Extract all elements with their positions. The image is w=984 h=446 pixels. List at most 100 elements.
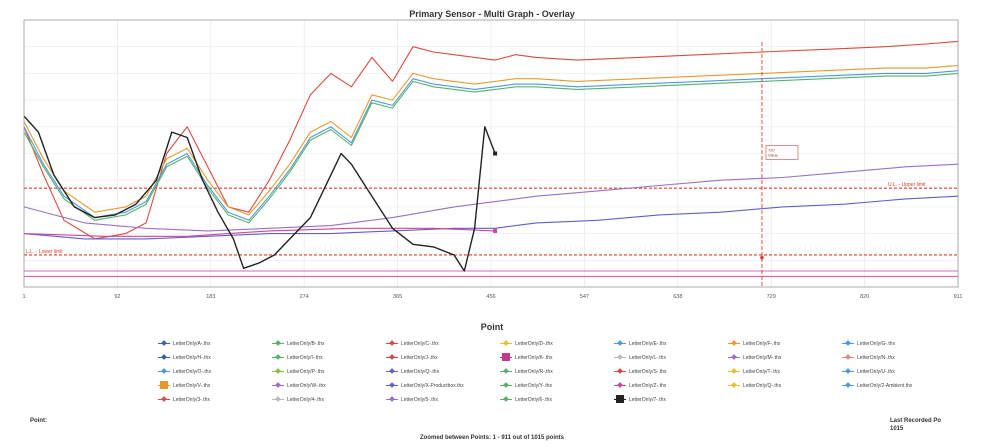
marker-tooltip-text: 720 <box>768 147 775 152</box>
legend-label: LetterOnly/F-.thx <box>743 340 781 347</box>
legend-item[interactable]: LetterOnly/5-.thx <box>386 393 500 406</box>
legend-item[interactable]: LetterOnly/R-.thx <box>500 365 614 378</box>
legend-swatch-icon <box>842 369 854 374</box>
legend-label: LetterOnly/O-.thx <box>173 368 212 375</box>
legend-label: LetterOnly/J-.thx <box>401 354 438 361</box>
legend-swatch-icon <box>500 383 512 388</box>
last-recorded-label: Last Recorded Po <box>890 418 942 424</box>
legend-item[interactable]: LetterOnly/3-.thx <box>158 393 272 406</box>
legend-item[interactable]: LetterOnly/4-.thx <box>272 393 386 406</box>
legend-swatch-icon <box>500 369 512 374</box>
series-line-3[interactable] <box>23 72 959 224</box>
x-tick-label: 729 <box>767 294 776 300</box>
legend-item[interactable]: LetterOnly/B-.thx <box>272 337 386 350</box>
series-line-4[interactable] <box>23 163 959 232</box>
legend-swatch-icon <box>728 383 740 388</box>
legend-label: LetterOnly/6-.thx <box>515 396 552 403</box>
plot-frame <box>23 19 959 288</box>
legend-label: LetterOnly/Q-.thx <box>743 382 782 389</box>
legend-item[interactable]: LetterOnly/7-.thx <box>614 393 728 406</box>
legend-label: LetterOnly/D-.thx <box>515 340 553 347</box>
legend-item[interactable]: LetterOnly/Y-.thx <box>500 379 614 392</box>
legend-label: LetterOnly/S-.thx <box>629 368 667 375</box>
legend-item[interactable]: LetterOnly/P-.thx <box>272 365 386 378</box>
legend-item[interactable]: LetterOnly/M-.thx <box>728 351 842 364</box>
legend-label: LetterOnly/I-.thx <box>287 354 323 361</box>
legend-swatch-icon <box>272 397 284 402</box>
legend-label: LetterOnly/P-.thx <box>287 368 325 375</box>
legend-label: LetterOnly/E-.thx <box>629 340 667 347</box>
legend-item[interactable]: LetterOnly/U-.thx <box>842 365 956 378</box>
legend-item[interactable]: LetterOnly/N-.thx <box>842 351 956 364</box>
legend-label: LetterOnly/L-.thx <box>629 354 666 361</box>
legend-item[interactable]: LetterOnly/6-.thx <box>500 393 614 406</box>
legend-swatch-icon <box>500 341 512 346</box>
zoom-info: Zoomed between Points: 1 - 911 out of 10… <box>419 435 565 441</box>
legend-swatch-icon <box>614 395 626 403</box>
legend-label: LetterOnly/B-.thx <box>287 340 325 347</box>
series-line-5[interactable] <box>23 195 959 240</box>
last-recorded-value: 1015 <box>890 426 904 432</box>
legend-label: LetterOnly/V-.thx <box>173 382 211 389</box>
legend-item[interactable]: LetterOnly/S-.thx <box>614 365 728 378</box>
legend-item[interactable]: LetterOnly/C-.thx <box>386 337 500 350</box>
legend-item[interactable]: LetterOnly/V-.thx <box>158 379 272 392</box>
chart-plot[interactable]: U.L. - Upper limit L.L. - Lower limit 720… <box>0 0 984 320</box>
legend-swatch-icon <box>272 383 284 388</box>
legend-label: LetterOnly/R-.thx <box>515 368 553 375</box>
legend-item[interactable]: LetterOnly/K-.thx <box>500 351 614 364</box>
last-recorded: Last Recorded Po 1015 <box>890 417 941 433</box>
legend-label: LetterOnly/3-.thx <box>173 396 210 403</box>
series-line-0[interactable] <box>23 40 959 240</box>
chart-title: Primary Sensor - Multi Graph - Overlay <box>409 9 575 19</box>
legend-item[interactable]: LetterOnly/Z-.thx <box>614 379 728 392</box>
legend-label: LetterOnly/Y-.thx <box>515 382 553 389</box>
x-tick-label: 820 <box>860 294 869 300</box>
legend-swatch-icon <box>500 353 512 361</box>
series-line-2[interactable] <box>23 70 959 221</box>
legend-item[interactable]: LetterOnly/I-.thx <box>272 351 386 364</box>
marker-tooltip <box>765 145 799 160</box>
legend-item[interactable]: LetterOnly/G-.thx <box>842 337 956 350</box>
legend-label: LetterOnly/4-.thx <box>287 396 324 403</box>
series-line-6[interactable] <box>23 227 496 237</box>
legend: LetterOnly/A-.thx LetterOnly/B-.thx Letter… <box>158 337 958 406</box>
legend-swatch-icon <box>386 355 398 360</box>
legend-item[interactable]: LetterOnly/X-Productbox.thx <box>386 379 500 392</box>
legend-label: LetterOnly/T-.thx <box>743 368 780 375</box>
legend-item[interactable]: LetterOnly/E-.thx <box>614 337 728 350</box>
legend-label: LetterOnly/H-.thx <box>173 354 211 361</box>
legend-item[interactable]: LetterOnly/Q-.thx <box>386 365 500 378</box>
legend-swatch-icon <box>272 341 284 346</box>
legend-swatch-icon <box>158 369 170 374</box>
legend-item[interactable]: LetterOnly/T-.thx <box>728 365 842 378</box>
legend-item[interactable]: LetterOnly/O-.thx <box>158 365 272 378</box>
threshold-label-upper: U.L. - Upper limit <box>888 182 926 188</box>
legend-item[interactable]: LetterOnly/A-.thx <box>158 337 272 350</box>
legend-item[interactable]: LetterOnly/F-.thx <box>728 337 842 350</box>
legend-swatch-icon <box>614 369 626 374</box>
legend-swatch-icon <box>842 355 854 360</box>
legend-swatch-icon <box>728 369 740 374</box>
legend-item[interactable]: LetterOnly/D-.thx <box>500 337 614 350</box>
legend-label: LetterOnly/M-.thx <box>743 354 782 361</box>
legend-swatch-icon <box>272 369 284 374</box>
legend-label: LetterOnly/X-Productbox.thx <box>401 382 464 389</box>
series-line-7[interactable] <box>23 115 496 272</box>
legend-item[interactable]: LetterOnly/2-Ambient.thx <box>842 379 956 392</box>
legend-swatch-icon <box>614 355 626 360</box>
x-tick-label: 1 <box>22 294 25 300</box>
series-end-point-7[interactable] <box>493 151 498 156</box>
legend-item[interactable]: LetterOnly/H-.thx <box>158 351 272 364</box>
legend-item[interactable]: LetterOnly/Q-.thx <box>728 379 842 392</box>
legend-label: LetterOnly/Q-.thx <box>401 368 440 375</box>
legend-swatch-icon <box>728 355 740 360</box>
legend-swatch-icon <box>842 341 854 346</box>
legend-item[interactable]: LetterOnly/L-.thx <box>614 351 728 364</box>
legend-swatch-icon <box>158 355 170 360</box>
legend-item[interactable]: LetterOnly/W-.thx <box>272 379 386 392</box>
legend-swatch-icon <box>386 341 398 346</box>
series-end-point-6[interactable] <box>493 228 498 233</box>
x-tick-label: 547 <box>580 294 589 300</box>
legend-item[interactable]: LetterOnly/J-.thx <box>386 351 500 364</box>
